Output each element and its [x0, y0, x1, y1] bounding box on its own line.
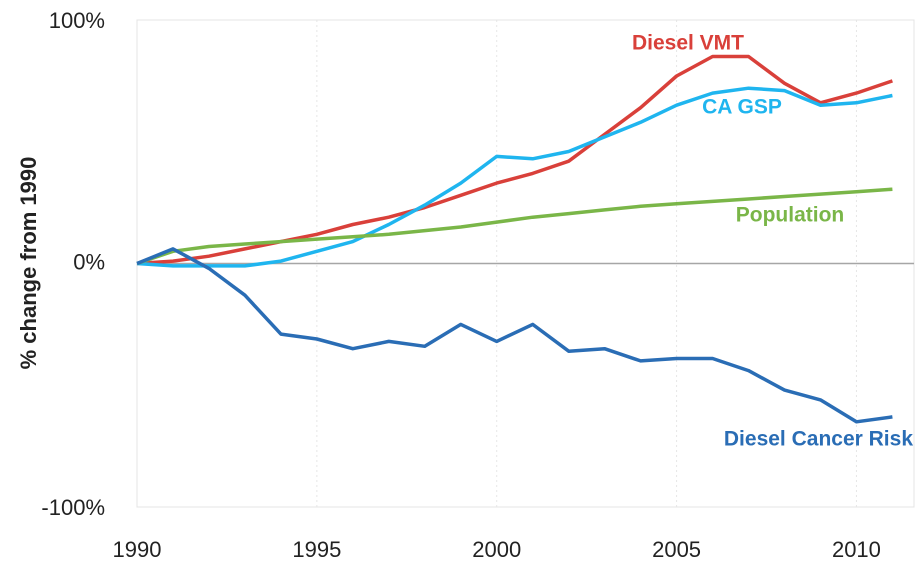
series-label: CA GSP — [702, 96, 782, 119]
x-tick-label: 1995 — [292, 537, 341, 562]
series-label: Population — [736, 204, 845, 227]
x-tick-label: 2010 — [832, 537, 881, 562]
series-label: Diesel Cancer Risk — [724, 428, 913, 451]
x-tick-label: 2000 — [472, 537, 521, 562]
series-line — [136, 187, 893, 266]
series-line — [136, 86, 893, 268]
y-axis-label: % change from 1990 — [16, 157, 41, 370]
series-line — [136, 247, 893, 424]
x-tick-label: 2005 — [652, 537, 701, 562]
series-label: Diesel VMT — [632, 32, 744, 55]
y-tick-label: 0% — [73, 249, 105, 274]
y-tick-label: -100% — [41, 495, 105, 520]
y-tick-label: 100% — [49, 8, 105, 33]
series-line — [136, 54, 893, 266]
x-tick-label: 1990 — [113, 537, 162, 562]
